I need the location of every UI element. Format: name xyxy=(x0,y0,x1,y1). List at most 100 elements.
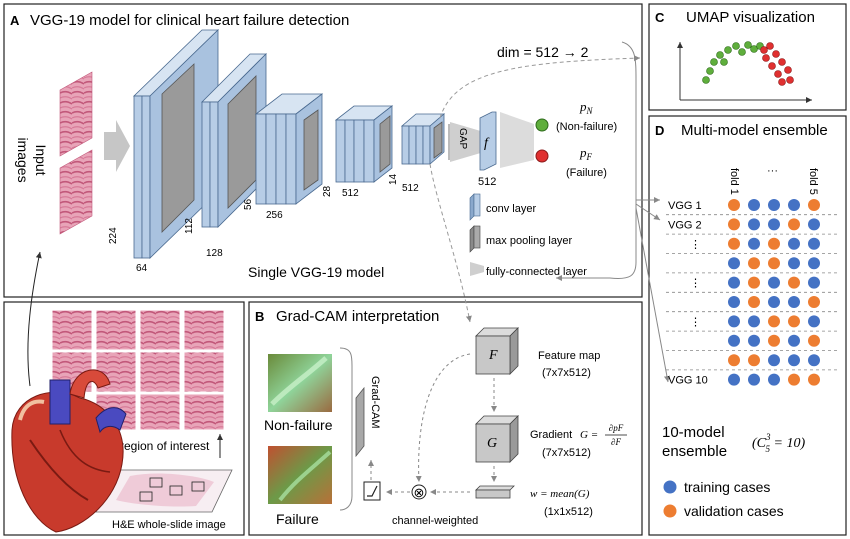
validation-fold-dot xyxy=(748,276,760,289)
nonfailure-heatmap-streak xyxy=(270,356,328,406)
f-label: f xyxy=(484,136,490,151)
fold-ellipsis: ··· xyxy=(767,165,778,177)
feature-map-cube xyxy=(475,327,519,375)
training-fold-dot xyxy=(808,218,820,231)
validation-fold-dot xyxy=(768,257,780,270)
training-fold-dot xyxy=(768,276,780,289)
block-2 xyxy=(201,53,267,228)
training-fold-dot xyxy=(728,315,740,328)
training-fold-dot xyxy=(788,199,800,211)
gap-funnel xyxy=(450,122,484,162)
training-fold-dot xyxy=(768,218,780,231)
legend-fc: fully-connected layer xyxy=(486,266,587,278)
nonfailure-label: Non-failure xyxy=(264,417,333,433)
panel-d-letter: D xyxy=(655,123,664,138)
validation-fold-dot xyxy=(748,354,760,367)
multiply-symbol: ⊗ xyxy=(414,485,425,500)
ensemble-row-label: ⋮ xyxy=(690,316,701,328)
single-model-label: Single VGG-19 model xyxy=(248,264,384,280)
ensemble-label-2: ensemble xyxy=(662,443,727,460)
channel-weighted-label: channel-weighted xyxy=(392,515,478,527)
G-symbol: G xyxy=(487,436,497,451)
block-3 xyxy=(254,93,324,205)
validation-fold-dot xyxy=(728,199,740,211)
validation-fold-dot xyxy=(788,373,800,386)
panel-c-frame xyxy=(648,3,847,111)
block-4 xyxy=(334,105,394,183)
dim-128: 128 xyxy=(206,248,223,259)
heart-illustration xyxy=(11,369,127,533)
legend-pool: max pooling layer xyxy=(486,235,573,247)
training-fold-dot xyxy=(748,373,760,386)
input-arrow xyxy=(104,120,130,172)
dim-512-b: 512 xyxy=(402,183,419,194)
training-fold-dot xyxy=(748,218,760,231)
weight-vector xyxy=(475,485,515,499)
training-fold-dot xyxy=(728,257,740,270)
training-fold-dot xyxy=(728,276,740,289)
panel-a-title: VGG-19 model for clinical heart failure … xyxy=(30,12,349,29)
validation-fold-dot xyxy=(748,296,760,308)
pF-symbol: pF xyxy=(579,145,593,162)
pF-label: (Failure) xyxy=(566,167,607,179)
heart-to-input-arrow xyxy=(27,251,42,387)
validation-fold-dot xyxy=(808,296,820,308)
gradient-dim: (7x7x512) xyxy=(542,447,591,459)
to-vgg2-arrow xyxy=(635,203,661,221)
F-symbol: F xyxy=(488,348,498,363)
feature-map-dim: (7x7x512) xyxy=(542,367,591,379)
wsi-tissue xyxy=(116,473,214,507)
training-fold-dot xyxy=(748,334,760,347)
training-fold-dot xyxy=(788,296,800,308)
validation-fold-dot xyxy=(728,354,740,367)
input-label-1: Input xyxy=(33,144,49,175)
training-fold-dot xyxy=(808,276,820,289)
roi-patch-grid xyxy=(51,309,225,431)
relu-box xyxy=(363,481,381,501)
input-image-2 xyxy=(59,149,93,235)
training-fold-dot xyxy=(748,199,760,211)
panel-c-letter: C xyxy=(655,10,665,25)
wsi-roi-box-2 xyxy=(169,485,183,496)
training-fold-dot xyxy=(748,237,760,250)
dim-512-c: 512 xyxy=(478,176,496,188)
training-fold-dot xyxy=(808,257,820,270)
roi-label: region of interest xyxy=(120,439,210,453)
panel-c-title: UMAP visualization xyxy=(686,9,815,26)
gradient-label: Gradient xyxy=(530,429,572,441)
validation-fold-dot xyxy=(768,237,780,250)
ensemble-row-label: ⋮ xyxy=(690,239,701,251)
gradient-denominator: ∂F xyxy=(611,437,621,447)
input-label-2: images xyxy=(15,137,31,182)
umap-points xyxy=(702,41,794,86)
training-fold-dot xyxy=(728,334,740,347)
panel-a-letter: A xyxy=(10,13,20,28)
ensemble-row-label: VGG 10 xyxy=(668,375,708,387)
feature-map-label: Feature map xyxy=(538,350,600,362)
legend-training: training cases xyxy=(684,479,770,495)
dim-14: 14 xyxy=(388,173,399,185)
ensemble-label-1: 10-model xyxy=(662,424,725,441)
validation-fold-dot xyxy=(728,218,740,231)
legend-conv: conv layer xyxy=(486,203,536,215)
wsi-label: H&E whole-slide image xyxy=(112,519,226,531)
failure-node xyxy=(535,149,549,163)
training-fold-dot xyxy=(768,373,780,386)
ensemble-bracket xyxy=(556,41,637,281)
input-image-1 xyxy=(59,71,93,157)
fc-fan xyxy=(500,112,534,168)
dim-reduction-label: dim = 512 → 2 xyxy=(497,44,589,60)
validation-fold-dot xyxy=(728,237,740,250)
legend-validation-dot xyxy=(663,504,677,518)
panel-d-title: Multi-model ensemble xyxy=(681,122,828,139)
dim-256: 256 xyxy=(266,210,283,221)
training-fold-dot xyxy=(728,296,740,308)
ensemble-row-label: VGG 2 xyxy=(668,219,702,231)
validation-fold-dot xyxy=(768,334,780,347)
pN-symbol: pN xyxy=(579,99,594,116)
heatmap-bracket xyxy=(339,347,353,511)
gap-label: GAP xyxy=(457,128,468,149)
gradient-equation: G = xyxy=(580,429,598,441)
validation-fold-dot xyxy=(788,315,800,328)
to-vgg10-arrow xyxy=(635,207,670,383)
